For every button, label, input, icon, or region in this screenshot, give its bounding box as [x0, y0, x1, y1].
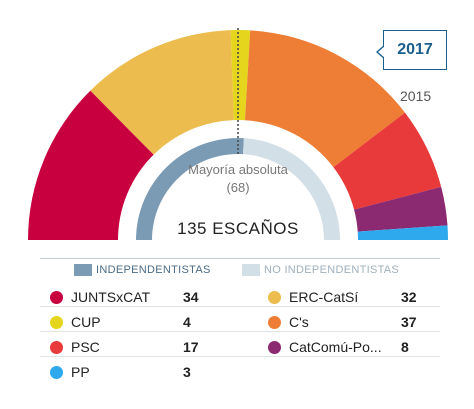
party-name: PSC: [71, 339, 100, 355]
seat-segment-psc[interactable]: [333, 112, 442, 210]
party-name: C's: [289, 314, 309, 330]
party-seats: 4: [183, 314, 191, 330]
legend-item-pp[interactable]: PP 3: [50, 361, 191, 383]
legend-dot: [50, 365, 63, 379]
bloc-swatch-no-independentistas: [242, 264, 260, 276]
legend-item-juntsxcat[interactable]: JUNTSxCAT 34: [50, 286, 199, 308]
party-seats: 37: [401, 314, 417, 330]
legend-divider: [40, 306, 440, 307]
legend-dot: [50, 315, 63, 329]
legend-dot: [50, 340, 63, 354]
seat-segment-catcom-po[interactable]: [354, 186, 448, 232]
party-name: CUP: [71, 314, 101, 330]
total-seats: 135 ESCAÑOS: [177, 219, 299, 238]
legend-dot: [50, 290, 63, 304]
seat-segment-c-s[interactable]: [244, 30, 405, 168]
party-name: JUNTSxCAT: [71, 289, 151, 305]
party-seats: 32: [401, 289, 417, 305]
bloc-no-independentistas: NO INDEPENDENTISTAS: [242, 264, 399, 276]
party-seats: 3: [183, 364, 191, 380]
bloc-label-no-independentistas: NO INDEPENDENTISTAS: [264, 264, 400, 276]
bloc-swatch-independentistas: [74, 264, 92, 276]
year-2015-button[interactable]: 2015: [400, 88, 432, 104]
majority-label: Mayoría absoluta: [188, 162, 288, 177]
legend-dot: [268, 290, 281, 304]
seat-segment-erc-cats[interactable]: [90, 30, 234, 155]
party-seats: 34: [183, 289, 199, 305]
party-name: ERC-CatSí: [289, 289, 359, 305]
bloc-divider: [40, 258, 440, 259]
majority-value: (68): [226, 180, 249, 195]
party-name: CatComú-Po...: [289, 339, 382, 355]
legend-dot: [268, 315, 281, 329]
party-name: PP: [71, 364, 90, 380]
bloc-arc-independentistas: [136, 137, 244, 240]
bloc-independentistas: INDEPENDENTISTAS: [74, 264, 211, 276]
seat-segment-juntsxcat[interactable]: [28, 90, 154, 240]
legend-item-psc[interactable]: PSC 17: [50, 336, 199, 358]
legend-item-cs[interactable]: C's 37: [268, 311, 417, 333]
party-seats: 8: [401, 339, 409, 355]
legend-item-catcomu-podem[interactable]: CatComú-Po... 8: [268, 336, 409, 358]
party-seats: 17: [183, 339, 199, 355]
year-2017-button[interactable]: 2017: [376, 30, 447, 70]
legend-divider: [40, 331, 440, 332]
bloc-arc-no-independentistas: [243, 138, 340, 240]
legend-item-erc-catsi[interactable]: ERC-CatSí 32: [268, 286, 417, 308]
bloc-legend: INDEPENDENTISTAS NO INDEPENDENTISTAS: [40, 258, 440, 282]
legend-item-cup[interactable]: CUP 4: [50, 311, 191, 333]
seat-segment-pp[interactable]: [357, 225, 448, 240]
seat-segment-cup[interactable]: [230, 29, 251, 121]
legend-divider: [40, 356, 440, 357]
bloc-label-independentistas: INDEPENDENTISTAS: [96, 264, 211, 276]
legend-dot: [268, 340, 281, 354]
